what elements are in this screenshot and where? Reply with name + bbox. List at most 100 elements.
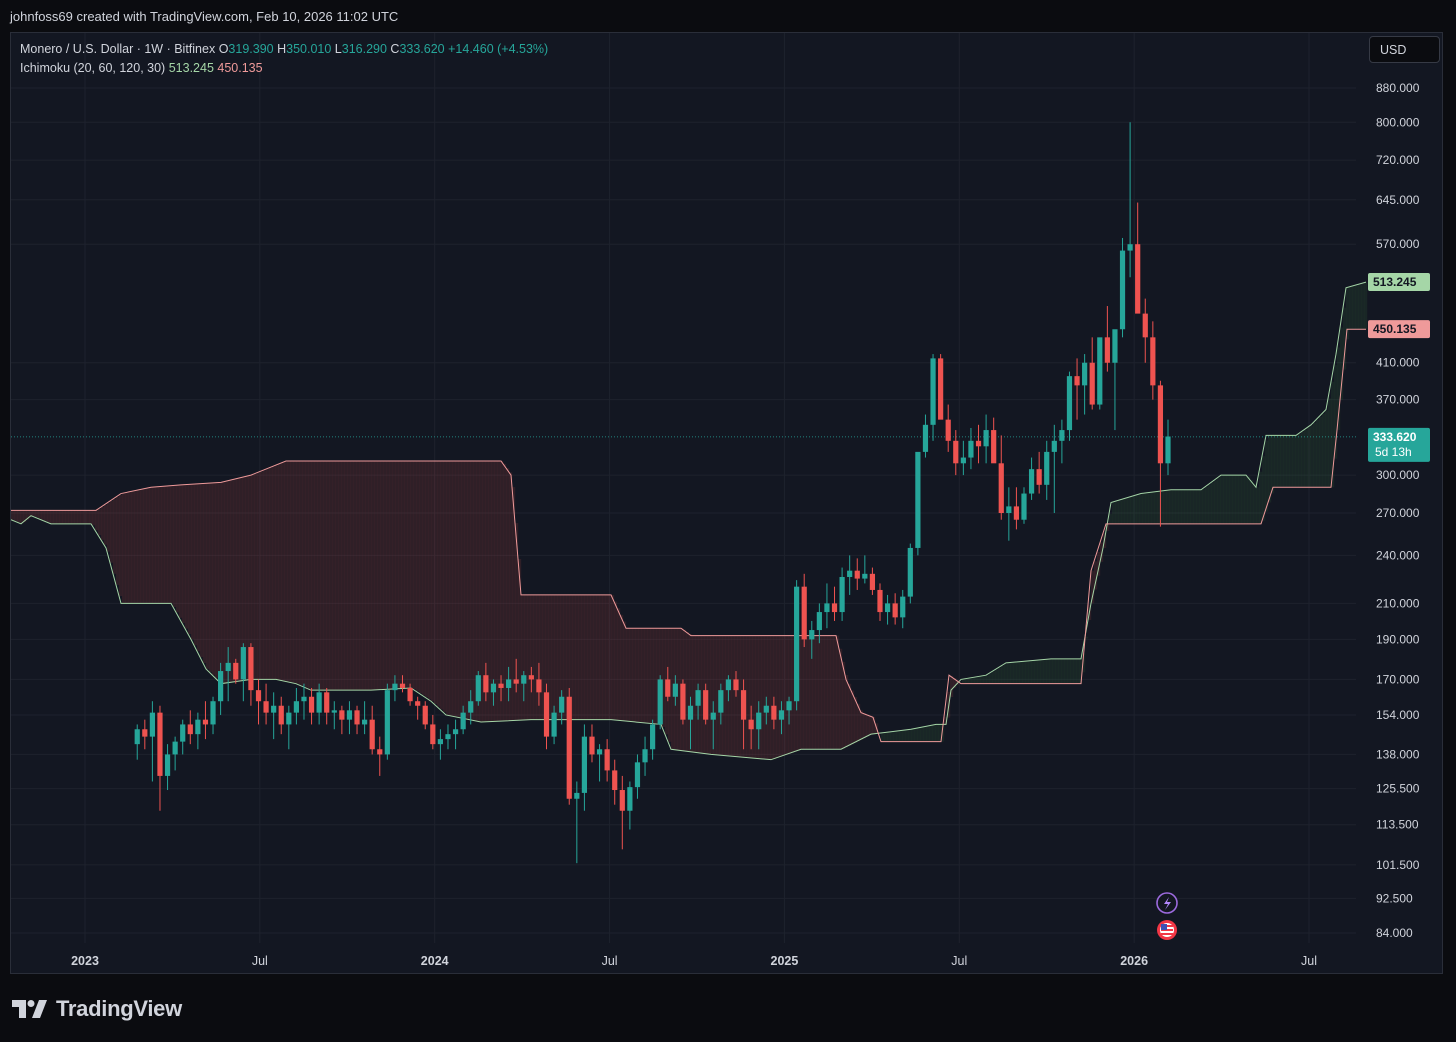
cloud-fill [458, 460, 462, 718]
brand-name: TradingView [56, 996, 182, 1021]
candle [612, 759, 618, 805]
candle-body [642, 749, 648, 763]
candle-body [157, 712, 163, 776]
cloud-fill [287, 460, 291, 682]
cloud-fill [725, 635, 729, 756]
tradingview-logo[interactable]: TradingView [12, 994, 182, 1024]
cloud-fill [494, 460, 498, 722]
cloud-fill [395, 460, 399, 689]
cloud-fill [194, 484, 198, 646]
candle-body [498, 683, 504, 688]
candle [354, 705, 360, 735]
cloud-fill [830, 635, 834, 750]
candle [346, 701, 353, 735]
cloud-fill [992, 671, 996, 684]
cloud-fill [1136, 495, 1140, 524]
cloud-fill [935, 724, 939, 742]
cloud-fill [446, 460, 450, 715]
cloud-fill [1013, 662, 1017, 684]
cloud-fill [518, 558, 522, 721]
chart-panel[interactable]: 880.000 800.000 720.000 645.000 570.000 410.0… [10, 32, 1443, 974]
cloud-fill [533, 594, 537, 720]
candle-body [839, 576, 845, 613]
cloud-fill [617, 608, 621, 721]
cloud-fill [245, 476, 249, 681]
ichimoku-label[interactable]: Ichimoku (20, 60, 120, 30) [20, 61, 166, 75]
cloud-fill [716, 635, 720, 755]
cloud-fill [461, 460, 465, 718]
cloud-fill [908, 729, 912, 742]
candle-body [506, 679, 512, 688]
cloud-fill [476, 460, 480, 722]
cloud-fill [101, 506, 105, 540]
candle-body [521, 675, 527, 684]
candle-body [362, 719, 368, 725]
candle [445, 724, 451, 750]
cloud-fill [950, 675, 954, 698]
cloud-fill [272, 466, 276, 680]
cloud-fill [1286, 435, 1290, 488]
cloud-fill [311, 460, 315, 691]
cloud-fill [26, 510, 30, 520]
cloud-fill [548, 594, 552, 720]
cloud-fill [941, 724, 945, 742]
candle [824, 583, 830, 629]
cloud-fill [1085, 636, 1089, 639]
cloud-fill [686, 631, 690, 752]
symbol-label[interactable]: Monero / U.S. Dollar · 1W · Bitfinex [20, 42, 216, 56]
candle [619, 775, 625, 850]
candle [657, 675, 663, 730]
cloud-fill [773, 635, 777, 759]
cloud-fill [776, 635, 780, 758]
x-tick-label: Jul [602, 954, 618, 968]
y-tick-label: 113.500 [1376, 818, 1419, 832]
candle-body [278, 705, 284, 725]
us-flag-icon[interactable] [1157, 920, 1177, 940]
cloud-fill [1202, 489, 1206, 524]
y-tick-label: 800.000 [1376, 115, 1420, 129]
cloud-fill [611, 594, 615, 720]
y-tick-label: 92.500 [1376, 891, 1413, 905]
cloud-fill [215, 482, 219, 678]
cloud-fill [620, 614, 624, 721]
close-value: 333.620 [399, 42, 445, 56]
candle [642, 736, 648, 776]
cloud-fill [1271, 435, 1275, 494]
candle-body [900, 596, 906, 618]
cloud-fill [392, 460, 396, 690]
cloud-fill [305, 460, 309, 688]
candle-body [1059, 430, 1065, 441]
cloud-fill [713, 635, 717, 755]
x-tick-label: 2023 [71, 954, 99, 968]
legend-indicator-row: Ichimoku (20, 60, 120, 30) 513.245 450.1… [20, 59, 548, 78]
cloud-fill [1022, 661, 1026, 684]
candle-body [650, 724, 656, 750]
cloud-fill [419, 460, 423, 694]
cloud-fill [767, 635, 771, 760]
lightning-icon[interactable] [1156, 892, 1178, 914]
cloud-fill [989, 673, 993, 684]
candle-body [1028, 469, 1035, 494]
candle-body [892, 603, 898, 618]
cloud-fill [263, 470, 267, 680]
y-tick-label: 170.000 [1376, 672, 1420, 686]
cloud-fill [1196, 489, 1200, 524]
candle-body [612, 770, 618, 791]
cloud-fill [1037, 660, 1041, 684]
cloud-fill [359, 460, 363, 691]
cloud-fill [1265, 440, 1269, 512]
candle-body [445, 734, 451, 740]
candlestick-series [134, 122, 1171, 864]
price-label-text: 450.135 [1373, 322, 1417, 336]
candle-body [809, 630, 815, 640]
cloud-fill [1133, 495, 1137, 524]
high-value: 350.010 [286, 42, 332, 56]
cloud-fill [806, 635, 810, 750]
cloud-fill [1316, 419, 1320, 488]
chart-canvas[interactable]: 880.000 800.000 720.000 645.000 570.000 410.0… [11, 33, 1442, 973]
candle [210, 696, 216, 735]
candle-body [1074, 376, 1080, 386]
currency-button[interactable]: USD [1369, 36, 1440, 63]
cloud-fill [1049, 659, 1053, 684]
cloud-fill [470, 460, 474, 720]
